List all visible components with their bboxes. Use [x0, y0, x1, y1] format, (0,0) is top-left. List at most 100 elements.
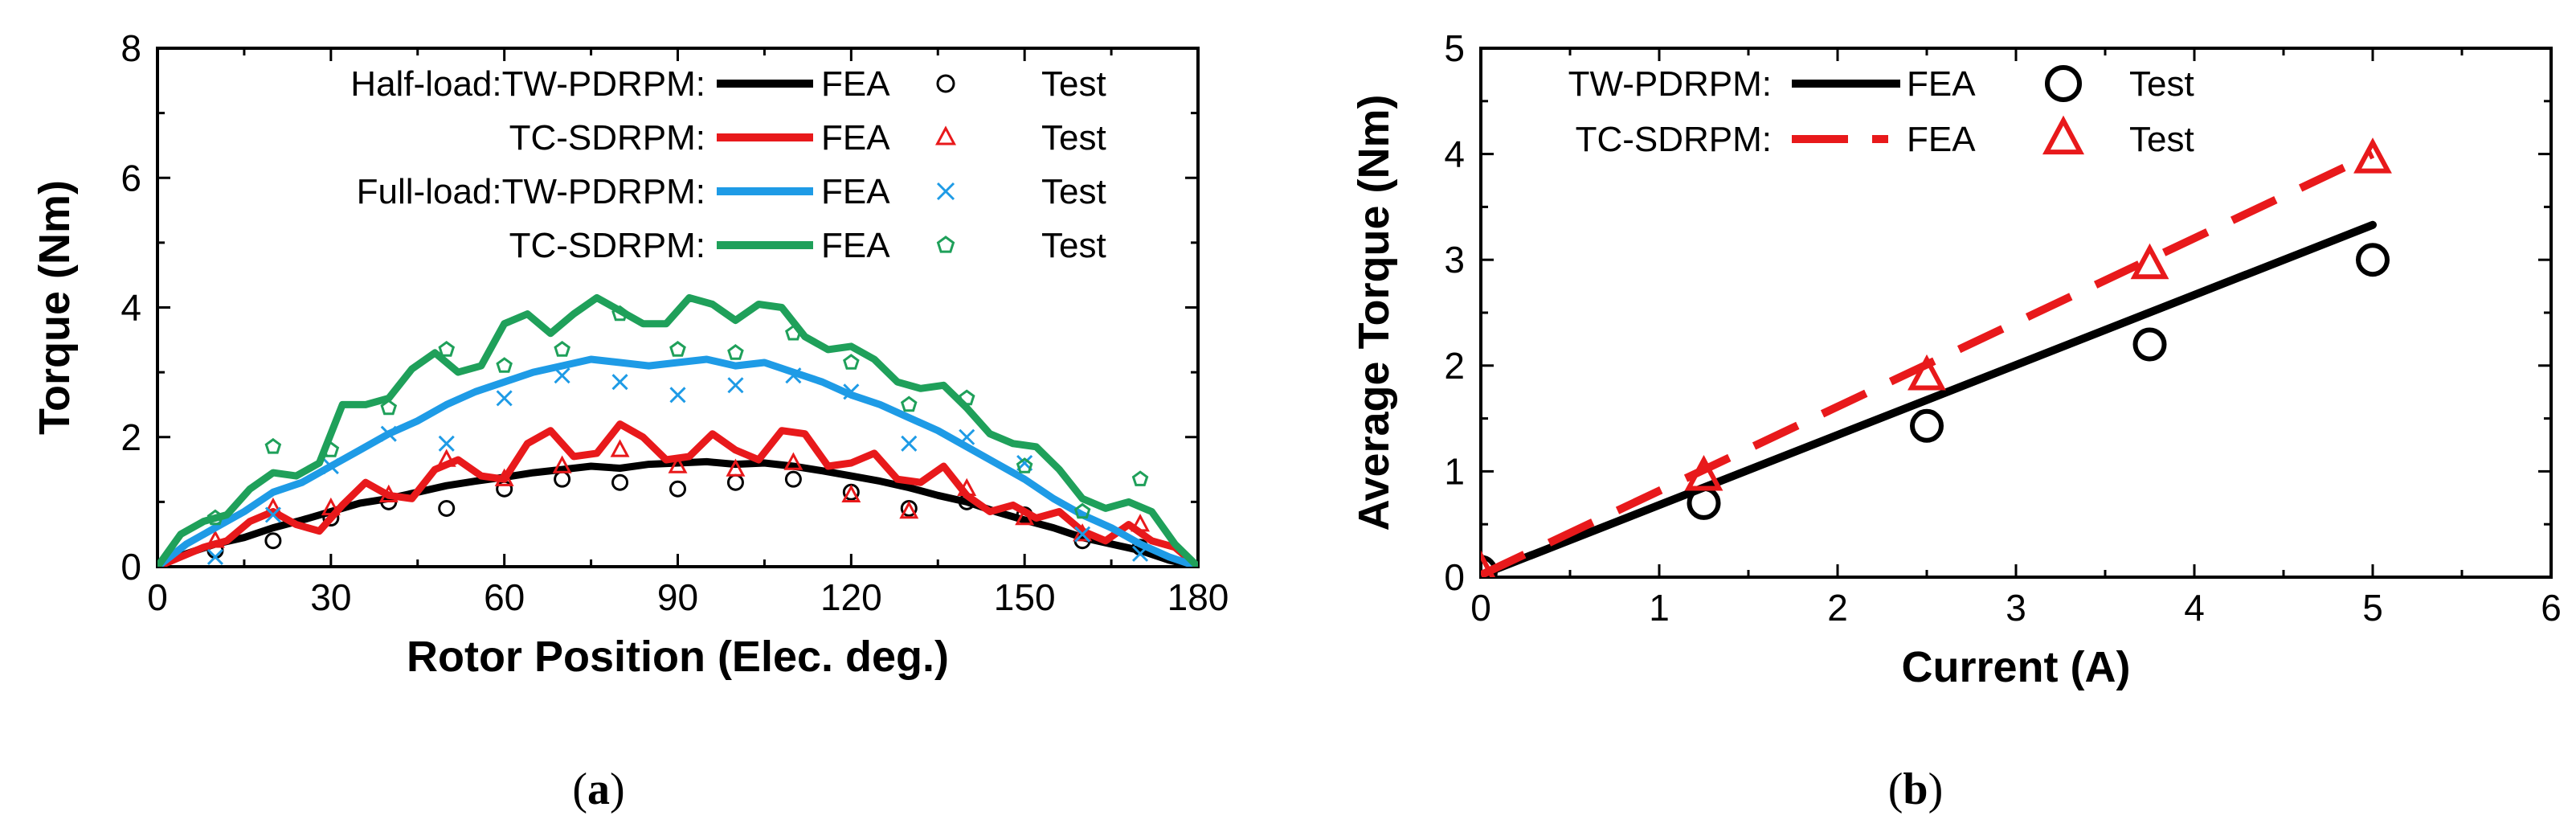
legend-b-row: TW-PDRPM: FEA Test [1568, 64, 2194, 104]
series-full-load-tw-pdrpm-test-point [322, 457, 339, 475]
series-full-load-tw-pdrpm-test-point-stroke-b [959, 428, 975, 445]
series-full-load-tc-sdrpm-test-point-shape [669, 341, 686, 357]
series-full-load-tw-pdrpm-test-point [611, 374, 628, 391]
series-full-load-tw-pdrpm-test-point [959, 428, 975, 445]
series-full-load-tc-sdrpm-test-point [785, 324, 802, 341]
legend-a-test-label: Test [1041, 226, 1106, 265]
legend-b-marker-swatch-shape [2045, 65, 2082, 102]
series-half-load-tc-sdrpm-test-point [1015, 507, 1035, 526]
series-full-load-tw-pdrpm-test-point [206, 548, 224, 565]
x-tick-label: 3 [2006, 587, 2026, 629]
series-full-load-tw-pdrpm-test-point-stroke-b [264, 506, 281, 523]
series-half-load-tc-sdrpm-test-point-shape [610, 439, 630, 457]
x-tick-label: 60 [484, 576, 525, 618]
series-half-load-tc-sdrpm-test-point-shape [552, 455, 572, 473]
series-full-load-tc-sdrpm-test-point-shape [843, 354, 860, 370]
legend-a-label: TC-SDRPM: [509, 118, 705, 158]
x-tick-label: 4 [2184, 587, 2205, 629]
x-tick-label: 0 [147, 576, 168, 618]
x-tick-label: 5 [2362, 587, 2383, 629]
legend-b-row: TC-SDRPM: FEA Test [1576, 115, 2194, 159]
series-full-load-tc-sdrpm-test-point [1073, 502, 1091, 519]
legend-b-marker-swatch-shape [2042, 115, 2085, 155]
series-half-load-tc-sdrpm-test-point [552, 455, 572, 473]
series-full-load-tc-sdrpm-test-point [554, 341, 570, 357]
caption-a: (a) [572, 764, 624, 814]
series-half-load-tc-sdrpm-test-point-shape [957, 477, 977, 496]
y-tick-label: 2 [121, 416, 141, 458]
series-half-load-tc-sdrpm-test-point-shape [205, 530, 225, 548]
series-tc-sdrpm-test-point [1481, 550, 1496, 577]
legend-a-marker-swatch [936, 182, 955, 201]
series-full-load-tc-sdrpm-test-point-shape [1073, 502, 1091, 519]
series-full-load-tw-pdrpm-test-point-stroke-b [438, 435, 455, 452]
series-full-load-tw-pdrpm-test-point-stroke-b [901, 435, 918, 452]
series-full-load-tc-sdrpm-test-point-shape [785, 324, 802, 341]
series-half-load-tw-pdrpm-test-point-shape [554, 470, 571, 488]
series-half-load-tw-pdrpm-test-point-shape [669, 480, 686, 498]
legend-a-fea-label: FEA [821, 64, 890, 104]
legend-b-label: TW-PDRPM: [1568, 64, 1772, 104]
y-tick-label: 4 [121, 287, 141, 329]
series-full-load-tw-pdrpm-test-point-stroke-b [785, 367, 802, 384]
series-half-load-tc-sdrpm-test-point [205, 530, 225, 548]
series-half-load-tc-sdrpm-test-point [1073, 523, 1093, 542]
series-tc-sdrpm-test-point-shape [2130, 243, 2169, 280]
legend-a-test-label: Test [1041, 172, 1106, 211]
x-tick-label: 2 [1827, 587, 1848, 629]
legend-a-marker-swatch-shape [934, 125, 957, 145]
legend-b: TW-PDRPM: FEA Test TC-SDRPM: FEA Test [1568, 64, 2194, 159]
series-full-load-tc-sdrpm-test-point-shape [322, 441, 340, 457]
series-tc-sdrpm-test-point-shape [1907, 354, 1946, 391]
series-tc-sdrpm-test-point-shape [1684, 454, 1723, 491]
series-full-load-tc-sdrpm-test-point [1131, 470, 1149, 486]
series-tc-sdrpm-test-point [1907, 354, 1946, 391]
series-layer [1481, 137, 2392, 577]
legend-a-row: TC-SDRPM: FEA Test [509, 118, 1106, 158]
series-half-load-tc-sdrpm-test-point-shape [321, 497, 341, 516]
series-tw-pdrpm-test-point-shape [1910, 408, 1944, 443]
x-tick-label: 180 [1167, 576, 1229, 618]
series-full-load-tw-pdrpm-test-point-stroke-b [843, 383, 860, 400]
series-half-load-tc-sdrpm-test-point-shape [841, 484, 861, 503]
legend-a-row: Full-load:TW-PDRPM: FEA Test [357, 172, 1106, 211]
series-half-load-tw-pdrpm-test-point [611, 473, 629, 491]
series-half-load-tw-pdrpm-test-point [438, 499, 456, 517]
legend-a-marker-swatch [936, 74, 955, 93]
legend-a-test-label: Test [1041, 64, 1106, 104]
x-tick-label: 6 [2541, 587, 2562, 629]
y-tick-label: 6 [121, 157, 141, 199]
series-full-load-tw-pdrpm-test-point-stroke-b [206, 548, 224, 565]
y-tick-label: 3 [1444, 239, 1465, 281]
series-full-load-tw-pdrpm-test-point [727, 377, 744, 394]
legend-b-label: TC-SDRPM: [1576, 120, 1772, 159]
legend-a-marker-swatch-shape [936, 236, 955, 253]
x-axis-title: Rotor Position (Elec. deg.) [407, 633, 949, 681]
series-tc-sdrpm-test-markers [1481, 137, 2392, 577]
legend-a-label: TC-SDRPM: [509, 226, 705, 265]
y-tick-label: 1 [1444, 450, 1465, 492]
chart-b: 0 1 2 3 4 5 6 0 1 2 3 4 5 Current (A) Average Torque (… [1350, 27, 2562, 691]
series-full-load-tc-sdrpm-fea-line [157, 293, 1198, 567]
series-half-load-tc-sdrpm-test-point-shape [378, 484, 399, 503]
x-tick-label: 0 [1470, 587, 1491, 629]
series-half-load-tw-pdrpm-test-point [726, 473, 744, 491]
series-half-load-tc-sdrpm-test-point-shape [494, 468, 514, 486]
series-half-load-tw-pdrpm-test-point-shape [611, 473, 629, 491]
series-half-load-tw-pdrpm-test-point-shape [726, 473, 744, 491]
series-full-load-tc-sdrpm-test-point [206, 509, 224, 526]
series-tw-pdrpm-test-markers [1481, 243, 2390, 577]
series-full-load-tw-pdrpm-test-point-stroke-b [496, 390, 513, 407]
series-half-load-tc-sdrpm-test-point [494, 468, 514, 486]
series-full-load-tw-pdrpm-test-point-stroke-b [554, 367, 570, 384]
series-tw-pdrpm-test-point [2356, 243, 2390, 277]
series-half-load-tw-pdrpm-test-point [554, 470, 571, 488]
series-tw-pdrpm-fea-line [1481, 220, 2377, 577]
series-tw-pdrpm-test-point [1687, 486, 1721, 520]
series-full-load-tw-pdrpm-test-point [669, 387, 686, 404]
series-full-load-tc-sdrpm-test-point [611, 305, 628, 322]
series-half-load-tc-sdrpm-test-point-shape [668, 455, 688, 473]
series-tw-pdrpm-test-point [1910, 408, 1944, 443]
series-full-load-tc-sdrpm-test-point [496, 357, 513, 373]
legend-b-test-label: Test [2129, 120, 2194, 159]
